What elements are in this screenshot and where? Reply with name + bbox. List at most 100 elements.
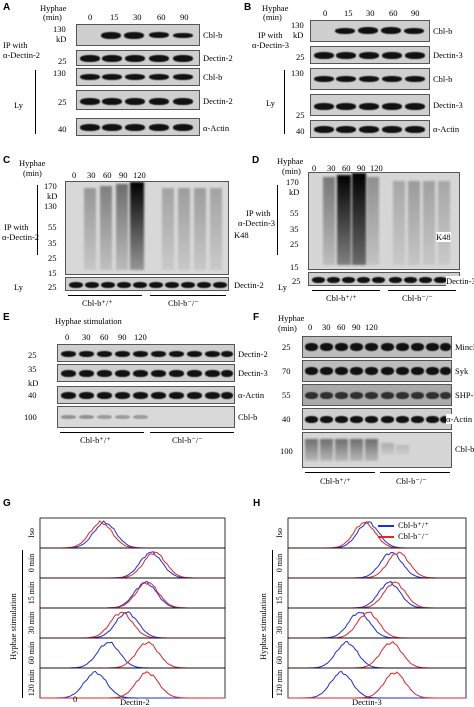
- panel-label-h: H: [253, 498, 261, 509]
- ly-label-a: Ly: [14, 100, 23, 110]
- band-label-c-0: K48: [234, 230, 249, 240]
- band-label-b-2: Cbl-b: [433, 74, 453, 84]
- blot-a-dectin2-ly: [76, 90, 200, 110]
- hist-h-row-box-0: [287, 517, 467, 549]
- band-label-f-0: Mincle: [455, 342, 474, 352]
- marker-e-40: 40: [28, 390, 37, 400]
- marker-c-55: 55: [48, 222, 57, 232]
- blot-a-dectin2-ip: [76, 50, 200, 66]
- band-label-f-4: Cbl-b: [455, 444, 474, 454]
- marker-d-170: 170: [286, 177, 299, 187]
- blot-e-dectin2: [57, 344, 235, 362]
- marker-f-25: 25: [282, 342, 291, 352]
- hist-h-wt-curve-4: [288, 640, 466, 669]
- hist-h-row-label-2: 15 min: [275, 582, 284, 604]
- band-label-a-0: Cbl-b: [203, 30, 223, 40]
- band-label-a-3: Dectin-2: [203, 96, 233, 106]
- timepoint-f-1: 30: [322, 322, 331, 332]
- marker-a-25b: 25: [58, 97, 67, 107]
- legend-swatch-ko: [378, 536, 394, 538]
- band-label-f-2: SHP-2: [455, 390, 474, 400]
- ip-label-d-2: α-Dectin-3: [238, 218, 276, 228]
- blot-f-mincle: [302, 336, 452, 358]
- hist-h-row-box-5: [287, 667, 467, 699]
- band-label-a-4: α-Actin: [203, 123, 230, 133]
- group-e-ko: Cbl-b⁻/⁻: [172, 435, 203, 445]
- hist-h-ko-curve-4: [288, 641, 466, 669]
- band-label-e-2: α-Actin: [238, 390, 265, 400]
- kd-label-c: kD: [47, 191, 58, 201]
- blot-f-actin: [302, 408, 452, 430]
- panel-label-a: A: [3, 2, 11, 13]
- band-label-b-1: Dectin-3: [433, 50, 463, 60]
- band-label-c-1: Dectin-2: [234, 280, 264, 290]
- min-label-c: (min): [23, 168, 42, 178]
- band-label-b-4: α-Actin: [433, 124, 460, 134]
- blot-d-dectin3: [308, 272, 460, 286]
- ly-label-b: Ly: [266, 98, 275, 108]
- band-label-e-3: Cbl-b: [238, 412, 258, 422]
- blot-e-dectin3: [57, 364, 235, 382]
- blot-b-cblb-ly: [310, 68, 430, 90]
- hist-g-ko-curve-5: [40, 671, 225, 699]
- hist-h-wt-curve-3: [288, 611, 466, 639]
- group-f-wt: Cbl-b⁺/⁺: [320, 476, 351, 486]
- hyphae-label-a: Hyphae: [40, 3, 67, 13]
- group-c-ko: Cbl-b⁻/⁻: [168, 298, 199, 308]
- marker-c-25b: 25: [48, 282, 57, 292]
- timepoint-a-3: 60: [157, 12, 166, 22]
- blot-d-k48: [308, 172, 460, 270]
- timepoint-d-1: 30: [327, 163, 336, 173]
- marker-e-100: 100: [24, 412, 37, 422]
- x-zero-g: 0: [73, 694, 78, 704]
- marker-f-70: 70: [282, 366, 291, 376]
- blot-a-cblb-ip: [76, 24, 200, 46]
- marker-c-35: 35: [48, 238, 57, 248]
- timepoint-e-4: 120: [134, 332, 147, 342]
- marker-c-170: 170: [44, 181, 57, 191]
- blot-b-actin: [310, 120, 430, 138]
- band-label-d-1: Dectin-3: [446, 276, 474, 286]
- marker-f-40: 40: [282, 414, 291, 424]
- hyphae-label-b: Hyphae: [262, 3, 289, 13]
- timepoint-b-3: 60: [389, 8, 398, 18]
- y-bracket-h: [272, 550, 273, 698]
- timepoint-d-2: 60: [342, 163, 351, 173]
- min-label-b: (min): [263, 12, 282, 22]
- marker-d-35: 35: [290, 224, 299, 234]
- hist-h-wt-curve-5: [288, 670, 466, 699]
- blot-b-cblb-ip: [310, 20, 430, 42]
- timepoint-c-4: 120: [133, 170, 146, 180]
- group-d-ko: Cbl-b⁻/⁻: [402, 293, 433, 303]
- blot-f-cblb: [302, 432, 452, 468]
- hist-h-row-box-2: [287, 577, 467, 609]
- band-label-b-3: Dectin-3: [433, 100, 463, 110]
- marker-c-15: 15: [48, 268, 57, 278]
- marker-b-130: 130: [291, 20, 304, 30]
- marker-d-25b: 25: [292, 276, 301, 286]
- blot-a-actin: [76, 118, 200, 136]
- hist-g-row-label-0: Iso: [27, 528, 36, 538]
- legend-swatch-wt: [378, 525, 394, 527]
- blot-b-dectin3-ly: [310, 94, 430, 116]
- legend-label-ko: Cbl-b⁻/⁻: [398, 531, 429, 541]
- blot-f-shp2: [302, 384, 452, 406]
- timepoint-e-0: 0: [65, 332, 70, 342]
- timepoint-b-4: 90: [411, 8, 420, 18]
- ip-label-d-1: IP with: [246, 208, 271, 218]
- timepoint-f-2: 60: [337, 322, 346, 332]
- timepoint-a-1: 15: [110, 12, 119, 22]
- marker-a-40: 40: [58, 124, 67, 134]
- y-bracket-g: [22, 550, 23, 698]
- marker-a-25: 25: [58, 56, 67, 66]
- marker-a-130b: 130: [53, 68, 66, 78]
- blot-f-syk: [302, 360, 452, 382]
- band-label-d-0: K48: [436, 232, 451, 242]
- panel-label-d: D: [252, 155, 260, 166]
- marker-f-55: 55: [282, 390, 291, 400]
- hyphae-label-d: Hyphae: [277, 156, 304, 166]
- hist-h-ko-curve-0: [288, 521, 466, 549]
- timepoint-a-4: 90: [180, 12, 189, 22]
- marker-f-100: 100: [280, 446, 293, 456]
- hist-g-row-label-4: 60 min: [27, 642, 36, 664]
